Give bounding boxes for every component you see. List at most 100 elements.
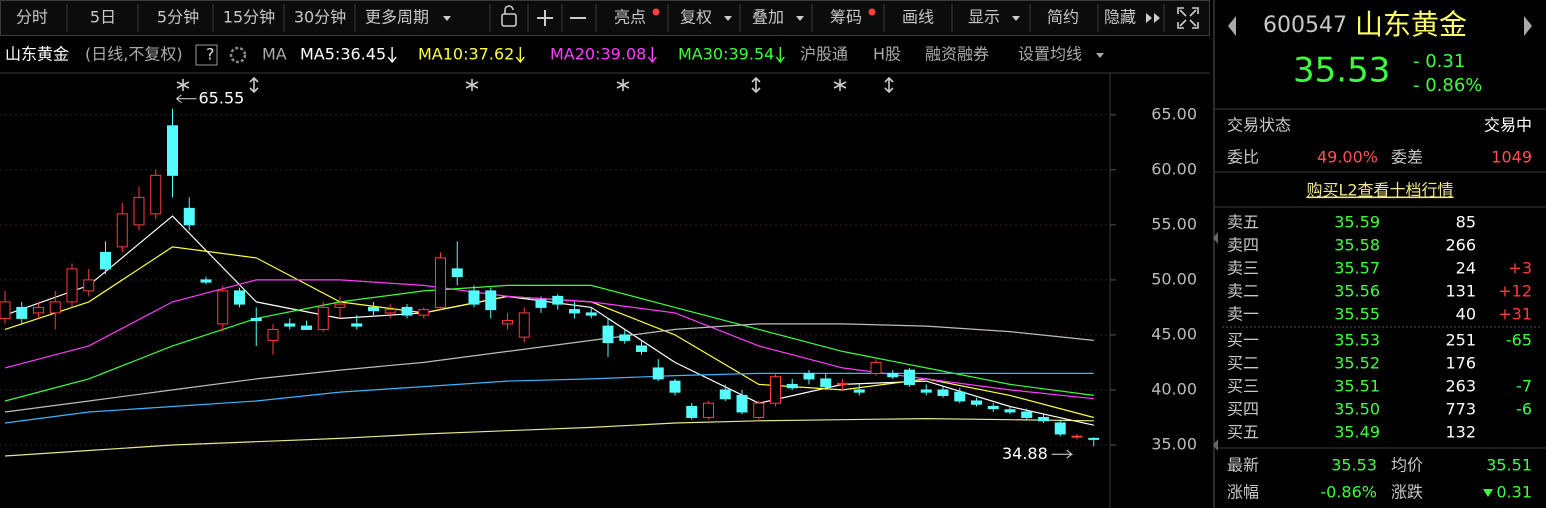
book-price: 35.58 [1334,236,1380,255]
trend-arrow [515,47,525,64]
y-tick-label: 40.00 [1151,379,1197,398]
candle-body [1004,409,1016,413]
period-tab[interactable]: 5分钟 [157,8,199,27]
candle-body [301,325,312,330]
tool-button[interactable]: 隐藏 [1104,8,1136,27]
legend-item: MA10:37.62 [418,45,514,64]
candle-body [803,372,815,380]
ratio-label: 委比 [1227,148,1259,167]
down-arrow [1483,489,1493,497]
candle-body [837,382,848,385]
candle-body [820,378,832,388]
tool-button[interactable]: 筹码 [830,8,862,27]
legend-item: MA20:39.08 [550,45,646,64]
candle-body [0,301,11,319]
candle-body [334,303,346,308]
candle-body [83,279,95,292]
candle-body [786,383,798,389]
book-volume: 266 [1445,236,1476,255]
book-volume: 251 [1445,331,1476,350]
candle-body [686,405,698,418]
period-tab[interactable]: 30分钟 [294,8,346,27]
legend-link[interactable]: 设置均线 [1018,45,1082,64]
dropdown-arrow [724,16,732,21]
candle-body [183,207,195,226]
stock-code: 600547 [1263,13,1347,38]
candle-body [636,345,647,352]
book-delta: -6 [1516,400,1532,419]
help[interactable]: ? [206,45,215,64]
candle-body [451,268,463,278]
book-price: 35.56 [1334,282,1380,301]
last: 35.53 [1331,456,1377,475]
book-price: 35.59 [1334,213,1380,232]
help-box[interactable] [195,44,218,66]
candle-body [770,376,781,404]
lock-icon[interactable] [501,5,517,27]
candle-body [1071,435,1083,438]
book-volume: 24 [1456,259,1476,278]
candle-body [317,306,329,330]
candle-body [753,402,765,418]
chg-label: 涨跌 [1391,483,1423,502]
notice-dot [652,8,660,16]
candle-body [585,312,597,316]
trend-arrow [775,47,785,64]
candle-body [669,380,681,393]
candle-body [16,306,28,319]
gear-icon[interactable] [229,46,247,64]
period-tab[interactable]: 5日 [90,8,116,27]
book-label: 卖三 [1227,259,1259,278]
tool-button[interactable]: 画线 [902,8,934,27]
y-tick-label: 45.00 [1151,324,1197,343]
pct-label: 涨幅 [1227,483,1259,502]
candle-body [351,323,363,327]
diff: 1049 [1491,148,1532,167]
prev-stock[interactable] [1228,16,1236,36]
book-delta: +31 [1498,305,1532,324]
period-tab[interactable]: 分时 [16,8,48,27]
tool-button[interactable]: 简约 [1047,8,1079,27]
candle-body [920,389,932,393]
candle-body [167,125,178,176]
legend-link[interactable]: 融资融券 [925,45,989,64]
candle-body [719,389,731,400]
legend-mode: (日线,不复权) [85,45,183,64]
candle-body [1054,422,1066,435]
ma-label: MA [262,45,287,64]
tool-button[interactable]: 显示 [968,8,1000,27]
book-price: 35.55 [1334,305,1380,324]
ratio: 49.00% [1317,148,1378,167]
trend-arrow [647,47,657,64]
book-volume: 40 [1456,305,1476,324]
candle-body [904,369,915,385]
book-delta: -7 [1516,377,1532,396]
tool-button[interactable]: 叠加 [752,8,784,27]
event-markers [176,76,894,94]
candle-body [602,325,614,344]
tool-button[interactable]: 复权 [680,8,712,27]
fullscreen[interactable] [1177,7,1199,29]
tool-button[interactable]: 亮点 [614,8,646,27]
legend-link[interactable]: 沪股通 [800,45,848,64]
candle-body [987,405,999,410]
more-periods[interactable]: 更多周期 [365,8,429,27]
dropdown-arrow [443,16,451,21]
candle-body [954,391,966,402]
next-stock[interactable] [1524,16,1532,36]
candle-body [485,290,497,311]
moving-average-line [4,417,1094,457]
candle-body [401,306,413,316]
toolbar [0,0,1210,36]
l2-link[interactable]: 购买L2查看十档行情 [1306,181,1453,200]
zoom-in[interactable] [537,10,553,26]
period-tab[interactable]: 15分钟 [223,8,275,27]
candle-body [870,361,882,374]
book-delta: +3 [1508,259,1532,278]
candle-body [33,306,44,314]
candle-body [284,323,296,327]
min-label: 34.88 [1002,444,1048,463]
candle-body [217,290,229,325]
legend-link[interactable]: H股 [873,45,901,64]
